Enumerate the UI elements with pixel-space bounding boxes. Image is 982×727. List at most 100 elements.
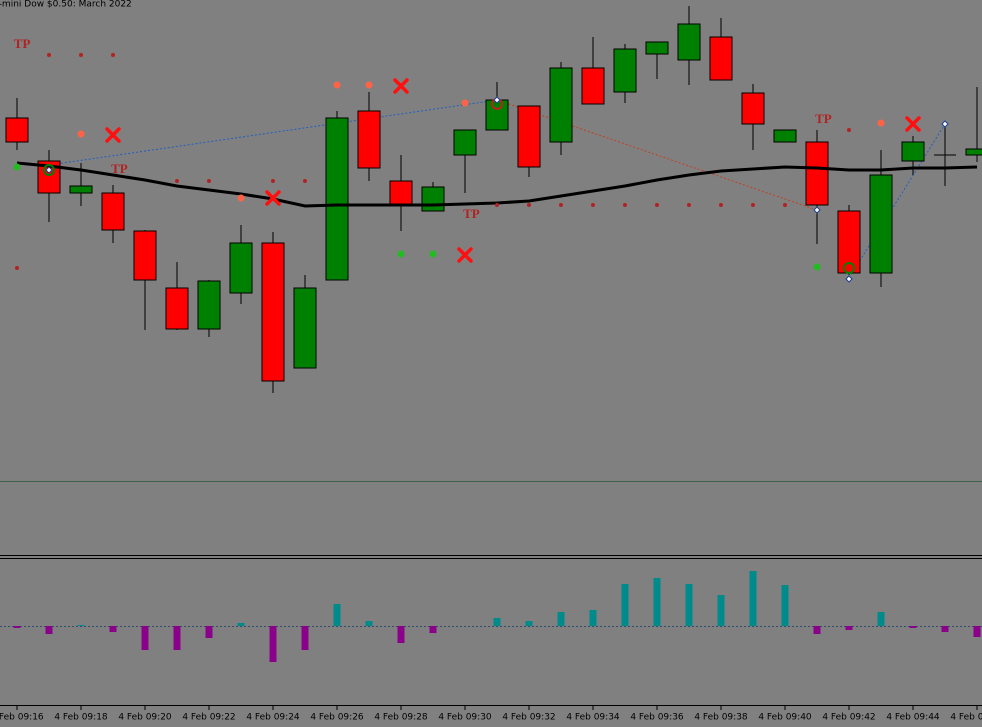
x-tick-label: 4 Feb 09:32 <box>502 713 555 723</box>
signal-dot <box>687 203 691 207</box>
candle-body <box>389 180 413 205</box>
tp-label-text: TP <box>815 111 832 126</box>
signal-dot <box>303 179 307 183</box>
signal-dot <box>813 263 821 271</box>
signal-dot <box>333 81 341 89</box>
oscillator-bar <box>845 626 853 630</box>
candle-body <box>613 48 637 93</box>
signal-dot <box>111 53 115 57</box>
exit-cross <box>457 247 473 263</box>
oscillator-bar <box>973 626 981 637</box>
signal-dot <box>271 179 275 183</box>
signal-dot <box>655 203 659 207</box>
oscillator-bar <box>877 612 885 626</box>
signal-dot <box>783 203 787 207</box>
oscillator-bar <box>109 626 117 632</box>
tp-label: TP <box>111 161 128 176</box>
x-tick-label: 4 Feb 09:42 <box>822 713 875 723</box>
signal-dot <box>429 250 437 258</box>
candle-body <box>453 129 477 156</box>
candle-body <box>581 67 605 105</box>
oscillator-bar <box>237 623 245 626</box>
signal-dot <box>47 53 51 57</box>
x-tick-label: 4 Feb 09:24 <box>246 713 300 723</box>
tp-label: TP <box>463 206 480 221</box>
oscillator-bar <box>397 626 405 643</box>
oscillator-bar <box>781 585 789 626</box>
x-tick-label: 4 Feb 09:38 <box>694 713 748 723</box>
candle-body <box>805 141 829 206</box>
candle-body <box>101 192 125 231</box>
x-tick-label: 4 Feb 09:44 <box>886 713 940 723</box>
oscillator-bar <box>525 621 533 626</box>
candle-body <box>869 174 893 274</box>
candle-body <box>293 287 317 369</box>
signal-dot <box>237 194 245 202</box>
tp-label: TP <box>14 36 31 51</box>
candle-body <box>357 110 381 169</box>
marks: 4 Feb 09:16 4 Feb 09:18 4 Feb 09:20 4 Feb 0… <box>0 6 982 723</box>
signal-dot <box>527 203 531 207</box>
exit-cross <box>265 190 281 206</box>
entry-marker <box>43 164 55 176</box>
candle-body <box>901 141 925 162</box>
exit-cross <box>393 78 409 94</box>
candle-body <box>69 185 93 194</box>
oscillator-bar <box>813 626 821 634</box>
x-tick-label: 4 Feb 09:16 <box>0 713 44 723</box>
signal-dot <box>207 179 211 183</box>
x-tick-label: 4 Feb 09:30 <box>438 713 492 723</box>
trend-line <box>48 99 498 166</box>
signal-dot <box>461 99 469 107</box>
oscillator-bar <box>429 626 437 633</box>
chart-title: E-mini Dow $0.50: March 2022 <box>0 0 132 10</box>
oscillator-bar <box>173 626 181 650</box>
signal-dot <box>175 179 179 183</box>
signal-dot <box>623 203 627 207</box>
x-tick-label: 4 Feb 09:22 <box>182 713 235 723</box>
signal-dot <box>79 53 83 57</box>
signal-dot <box>591 203 595 207</box>
oscillator-bar <box>717 595 725 626</box>
exit-cross <box>105 127 121 143</box>
signal-dot <box>77 130 85 138</box>
candle-body <box>197 280 221 330</box>
tp-label-text: TP <box>463 206 480 221</box>
oscillator-bar <box>653 578 661 626</box>
tp-label-text: TP <box>14 36 31 51</box>
oscillator-bar <box>301 626 309 650</box>
candle-body <box>421 186 445 212</box>
oscillator-bar <box>141 626 149 650</box>
trade-marker <box>45 96 949 283</box>
oscillator-bar <box>621 584 629 626</box>
signal-dot <box>719 203 723 207</box>
tp-label-text: TP <box>111 161 128 176</box>
oscillator-bar <box>909 626 917 628</box>
x-tick-label: 4 Feb 09:20 <box>118 713 172 723</box>
candle-body <box>229 242 253 294</box>
candle-body <box>645 41 669 55</box>
candle-body <box>5 117 29 143</box>
oscillator-bar <box>685 584 693 626</box>
oscillator-bar <box>365 621 373 626</box>
oscillator-bar <box>77 625 85 626</box>
signal-dot <box>751 203 755 207</box>
candle-body <box>549 67 573 143</box>
oscillator-bar <box>749 571 757 626</box>
signal-dot <box>13 163 21 171</box>
signal-dot <box>847 128 851 132</box>
oscillator-bar <box>269 626 277 662</box>
oscillator-bar <box>13 626 21 628</box>
oscillator-bar <box>493 618 501 626</box>
x-tick-label: 4 Feb 09:46 <box>950 713 982 723</box>
candle-body <box>485 99 509 131</box>
exit-cross <box>905 116 921 132</box>
oscillator-bar <box>589 610 597 626</box>
candle-body <box>741 92 765 125</box>
oscillator-bar <box>333 604 341 626</box>
candle-body <box>709 36 733 81</box>
oscillator-bar <box>557 612 565 626</box>
x-tick-label: 4 Feb 09:18 <box>54 713 108 723</box>
oscillator-bar <box>45 626 53 634</box>
